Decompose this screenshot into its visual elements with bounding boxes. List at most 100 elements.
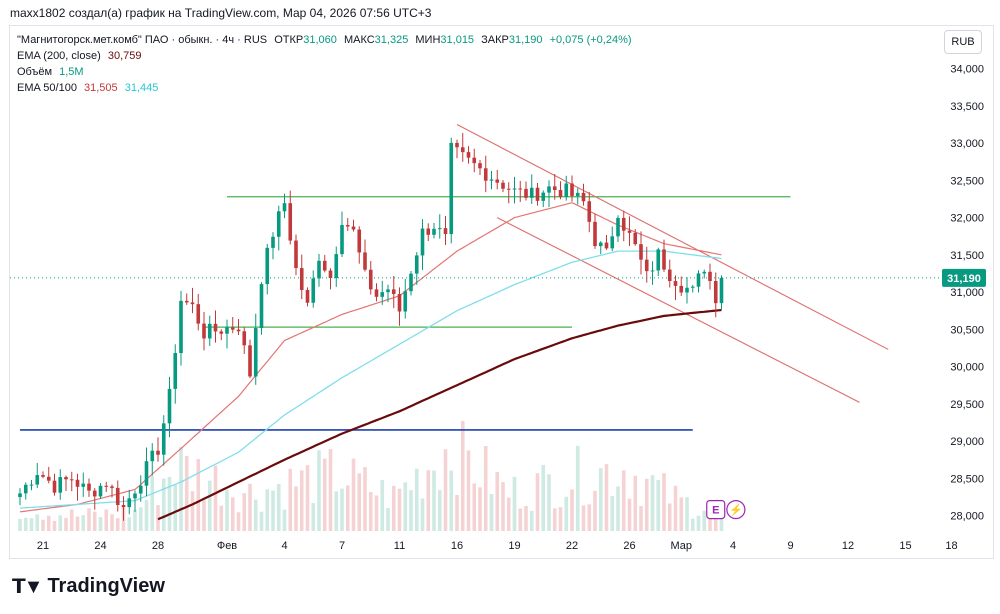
candle-body — [92, 490, 97, 497]
volume-bar — [397, 488, 402, 531]
price-axis[interactable]: 34,000 33,500 33,000 32,500 32,000 31,500 31,0… — [950, 64, 984, 523]
candle-body — [167, 388, 172, 424]
candle-body — [529, 187, 534, 198]
candle-body — [443, 228, 448, 235]
candle-body — [156, 450, 160, 455]
volume-bar — [110, 514, 114, 531]
volume-bar — [667, 503, 672, 531]
volume-bar — [161, 478, 166, 531]
price-tick-label: 34,000 — [950, 64, 984, 76]
candle-body — [460, 147, 465, 153]
candle-body — [213, 323, 218, 332]
time-tick-label: 16 — [451, 540, 463, 552]
candle-body — [535, 187, 540, 201]
tradingview-logo[interactable]: 𝗧▼ TradingView — [12, 574, 165, 599]
high-value: 31,325 — [374, 34, 409, 46]
volume-bar — [81, 515, 86, 531]
volume-bar — [213, 465, 218, 531]
candle-body — [386, 289, 390, 293]
volume-bar — [472, 483, 477, 531]
candle-body — [455, 142, 459, 148]
ema-lines — [19, 202, 722, 521]
volume-bar — [179, 447, 183, 531]
ema50100-label: EMA 50/100 — [17, 82, 77, 94]
candle-body — [639, 244, 643, 260]
candle-body — [104, 485, 109, 487]
candle-body — [667, 269, 672, 282]
time-tick-label: 9 — [787, 540, 793, 552]
ema200-label: EMA (200, close) — [17, 50, 101, 62]
volume-bar — [184, 455, 189, 531]
volume-bar — [363, 467, 367, 531]
candle-body — [420, 228, 425, 256]
legend-volume-row[interactable]: Объём 1,5M — [17, 64, 632, 80]
candle-body — [52, 480, 57, 493]
volume-bar — [265, 489, 270, 531]
volume-bar — [305, 465, 310, 531]
volume-bar — [18, 518, 22, 531]
last-price-tag — [942, 268, 986, 287]
ema50-line — [19, 202, 722, 513]
volume-bar — [253, 499, 258, 531]
volume-bar — [506, 497, 511, 531]
candle-body — [587, 201, 592, 222]
volume-bar — [685, 497, 689, 531]
candle-body — [719, 277, 724, 304]
candle-body — [127, 498, 132, 508]
volume-bar — [610, 496, 615, 531]
candle-body — [391, 289, 396, 294]
event-badges[interactable]: E ⚡ — [706, 499, 746, 520]
candle-body — [524, 188, 528, 198]
candle-body — [478, 163, 482, 169]
candle-body — [604, 242, 609, 249]
volume-bar — [380, 479, 385, 531]
dividend-badge-label: ⚡ — [729, 504, 743, 517]
candle-body — [696, 273, 701, 287]
candle-body — [207, 323, 212, 339]
volume-bar — [150, 475, 155, 531]
volume-bar — [334, 491, 339, 531]
candle-body — [69, 479, 74, 481]
price-tick-label: 28,000 — [950, 511, 984, 523]
candle-body — [656, 249, 661, 271]
candle-body — [409, 273, 413, 292]
volume-bar — [219, 505, 224, 531]
currency-button[interactable]: RUB — [944, 30, 982, 54]
volume-bar — [679, 497, 684, 531]
volume-bar — [598, 468, 603, 531]
volume-bar — [518, 508, 523, 531]
candle-body — [322, 260, 327, 271]
volume-bar — [242, 493, 247, 531]
dividend-badge-circle — [726, 499, 746, 520]
candle-body — [196, 304, 201, 324]
chart-legend: "Магнитогорск.мет.комб" ПАО · обыкн. · 4… — [17, 32, 632, 96]
time-tick-label: Мар — [670, 540, 692, 552]
high-label: МАКС — [343, 34, 375, 46]
candle-body — [41, 475, 45, 477]
volume-bar — [368, 492, 373, 531]
candle-body — [702, 271, 707, 274]
volume-bar — [282, 509, 287, 531]
time-axis[interactable]: 21 24 28 Фев 4 7 11 16 19 22 26 Мар 4 9 12 15 18 — [37, 540, 958, 552]
low-label: МИН — [415, 34, 441, 46]
candle-body — [294, 240, 298, 269]
legend-ema200-row[interactable]: EMA (200, close) 30,759 — [17, 48, 632, 64]
time-tick-label: 19 — [508, 540, 520, 552]
volume-bar — [52, 520, 57, 531]
price-tick-label: 28,500 — [950, 473, 984, 485]
volume-bar — [207, 480, 212, 531]
candle-body — [570, 183, 574, 196]
volume-bar — [512, 476, 517, 531]
ema200-value: 30,759 — [107, 50, 142, 62]
volume-bar — [432, 470, 436, 531]
candle-body — [593, 221, 597, 247]
symbol-name[interactable]: "Магнитогорск.мет.комб" ПАО · обыкн. · 4… — [17, 34, 268, 46]
candle-body — [552, 186, 557, 191]
candle-body — [271, 236, 275, 248]
candle-body — [248, 345, 252, 377]
candle-body — [179, 300, 183, 354]
volume-bar — [570, 489, 574, 531]
price-tick-label: 33,500 — [950, 101, 984, 113]
legend-ema50100-row[interactable]: EMA 50/100 31,505 31,445 — [17, 80, 632, 96]
